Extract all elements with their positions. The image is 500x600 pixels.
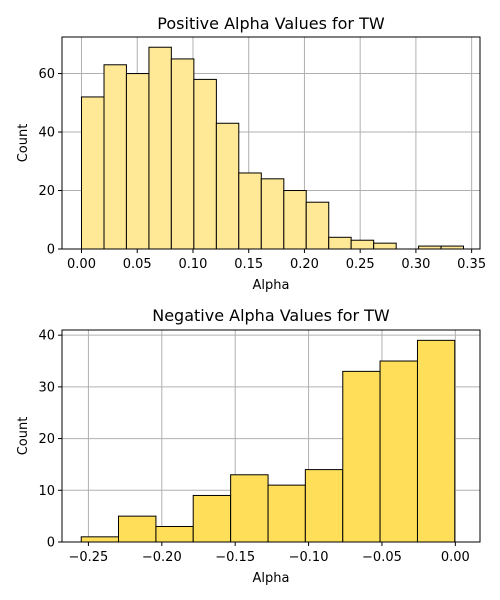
histogram-bar [305,201,330,250]
histogram-bar [350,239,375,250]
y-tick-label: 40 [38,126,55,141]
histogram-bar [304,469,344,543]
histogram-bar [81,96,105,250]
x-tick-label: 0.15 [234,257,263,272]
x-tick-label: 0.25 [346,257,375,272]
x-axis-label: Alpha [253,571,290,586]
x-tick-label: −0.10 [289,550,329,565]
y-tick-label: 60 [38,67,55,82]
y-axis-label: Count [16,124,31,163]
y-tick-label: 30 [38,380,55,395]
x-tick-label: 0.00 [67,257,96,272]
histogram-bar [215,122,240,250]
x-tick-label: 0.00 [441,550,470,565]
x-tick-label: 0.20 [290,257,319,272]
y-axis-label: Count [16,417,31,456]
histogram-bar [118,515,157,543]
histogram-bar [148,46,172,250]
plot-frame [61,329,481,543]
histogram-bar [267,484,306,543]
histogram-bar [155,525,194,543]
x-tick-label: −0.15 [215,550,255,565]
histogram-bar [379,360,418,543]
y-tick-label: 0 [47,243,55,258]
x-tick-label: −0.25 [68,550,108,565]
chart-title: Negative Alpha Values for TW [152,306,390,325]
y-tick-label: 20 [38,184,55,199]
histogram-bar [328,236,352,250]
histogram-bar [125,73,150,250]
histogram-bar [342,370,381,543]
positive-alpha-histogram: Positive Alpha Values for TW 0.00 0.05 0.1… [16,14,486,293]
y-tick-label: 0 [47,536,55,551]
histogram-bar [238,172,262,250]
x-tick-label: −0.20 [142,550,182,565]
histogram-bar [170,58,195,250]
x-tick-label: −0.05 [362,550,402,565]
histogram-bar [192,494,232,543]
y-tick-label: 20 [38,432,55,447]
x-tick-label: 0.05 [123,257,152,272]
histogram-bar [416,339,456,543]
histogram-bar [373,242,397,250]
chart-title: Positive Alpha Values for TW [157,14,385,33]
histogram-bar [80,536,120,543]
histogram-bar [193,78,217,250]
y-tick-label: 40 [38,329,55,344]
histogram-bar [103,64,127,250]
plot-frame [61,36,481,250]
histogram-bar [260,178,285,250]
x-axis-label: Alpha [253,278,290,293]
x-tick-label: 0.30 [401,257,430,272]
histogram-bar [283,190,307,250]
negative-alpha-histogram: Negative Alpha Values for TW −0.25 −0.20 −… [16,306,481,586]
y-tick-label: 10 [38,484,55,499]
x-tick-label: 0.10 [178,257,207,272]
histogram-bar [230,474,269,543]
x-tick-label: 0.35 [457,257,486,272]
